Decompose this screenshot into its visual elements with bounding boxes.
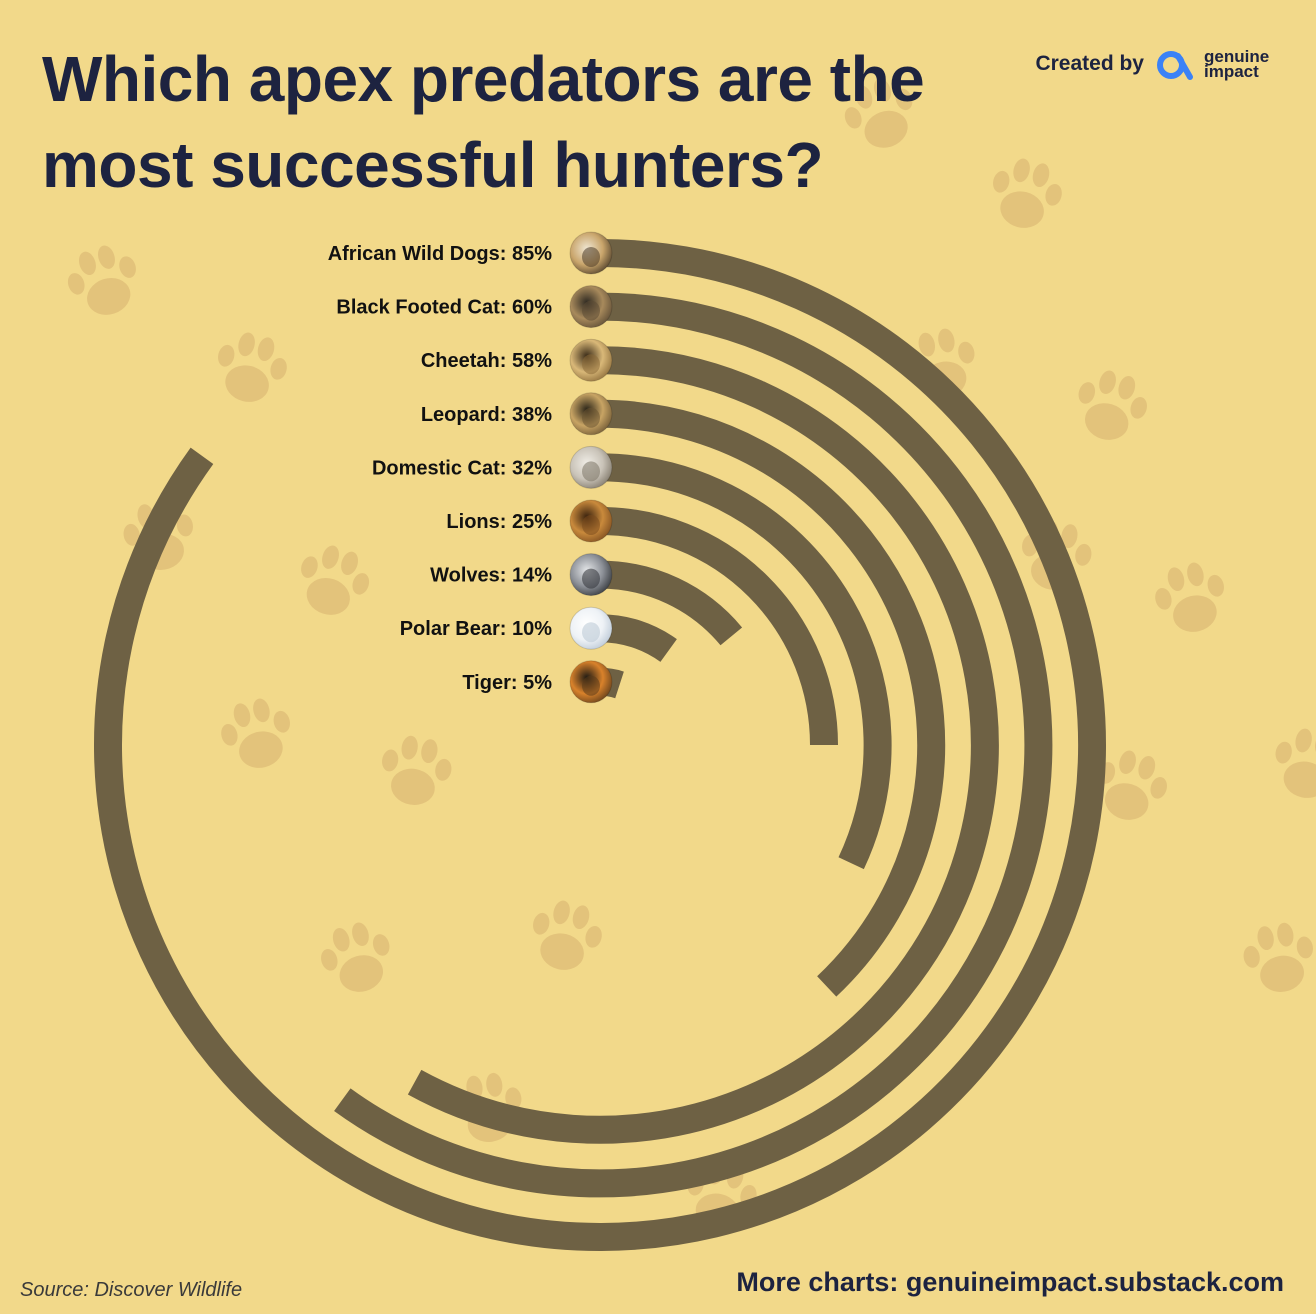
- paw-print-icon: [844, 78, 913, 148]
- paw-print-icon: [321, 922, 390, 992]
- paw-print-icon: [1078, 370, 1147, 440]
- labels-layer: African Wild Dogs: 85% Black Footed Cat: …: [328, 243, 553, 694]
- leopard-photo-icon: [569, 392, 613, 436]
- created-by-text: Created by: [1035, 52, 1144, 75]
- paw-print-icon: [301, 545, 370, 615]
- wild-dog-photo-icon: [569, 231, 613, 275]
- bar-label: Lions: 25%: [446, 511, 552, 533]
- bar-label: African Wild Dogs: 85%: [328, 243, 553, 265]
- brand-name: genuine impact: [1204, 47, 1276, 81]
- bar-label: Cheetah: 58%: [421, 350, 552, 372]
- domestic-cat-photo-icon: [569, 445, 613, 489]
- cheetah-photo-icon: [569, 338, 613, 382]
- bar-african-wild-dogs: [94, 239, 1106, 1251]
- source-note: Source: Discover Wildlife: [20, 1279, 243, 1301]
- chart-title: Which apex predators are the most succes…: [42, 43, 925, 201]
- wolf-photo-icon: [569, 553, 613, 597]
- polar-bear-photo-icon: [569, 606, 613, 650]
- paw-print-icon: [993, 158, 1062, 228]
- bar-wolves: [599, 560, 743, 646]
- more-charts-link[interactable]: More charts: genuineimpact.substack.com: [736, 1267, 1284, 1297]
- brand-name-line1: genuine: [1204, 47, 1270, 66]
- bar-label: Black Footed Cat: 60%: [336, 297, 552, 319]
- bar-leopard: [599, 399, 946, 997]
- bar-label: Leopard: 38%: [421, 404, 552, 426]
- bar-label: Wolves: 14%: [430, 565, 552, 587]
- bar-cheetah: [407, 346, 999, 1144]
- icons-layer: [569, 231, 613, 704]
- bar-black-footed-cat: [334, 292, 1053, 1198]
- bar-lions: [599, 507, 838, 746]
- bar-label: Tiger: 5%: [462, 672, 552, 694]
- lion-photo-icon: [569, 499, 613, 543]
- bar-domestic-cat: [599, 453, 892, 870]
- genuine-impact-logo-icon: [1157, 51, 1193, 80]
- bars-layer: [94, 239, 1106, 1251]
- paw-print-icon: [1243, 922, 1313, 992]
- paw-print-icon: [221, 698, 290, 768]
- paw-print-icon: [67, 245, 136, 315]
- paw-print-icon: [533, 900, 602, 970]
- brand-credit: Created by genuine impact: [1035, 44, 1276, 84]
- tiger-photo-icon: [569, 660, 613, 704]
- paw-print-icon: [218, 332, 287, 402]
- bar-label: Polar Bear: 10%: [400, 618, 553, 640]
- brand-name-line2: impact: [1204, 62, 1259, 81]
- bar-label: Domestic Cat: 32%: [372, 457, 552, 479]
- black-footed-cat-photo-icon: [569, 285, 613, 329]
- paw-print-icon: [1155, 562, 1224, 632]
- paw-print-icon: [382, 735, 452, 805]
- paw-print-icon: [1098, 750, 1167, 820]
- paw-print-icon: [1275, 728, 1316, 798]
